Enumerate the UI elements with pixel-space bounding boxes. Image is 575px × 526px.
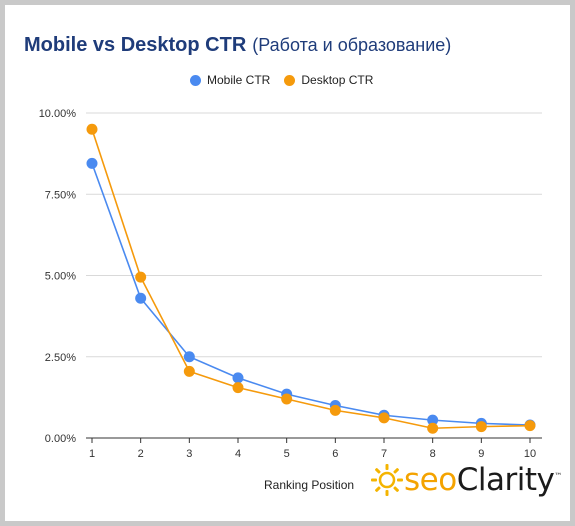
data-point-mobile-ctr [427,414,439,426]
data-point-desktop-ctr [183,365,195,377]
logo-wordmark: seoClarity™ [404,462,562,498]
x-tick-label: 3 [186,448,192,460]
data-point-mobile-ctr [232,372,244,384]
legend-item-mobile: Mobile CTR [190,73,270,87]
chart-legend: Mobile CTR Desktop CTR [190,73,387,87]
logo-clarity: Clarity [456,462,555,498]
x-tick-label: 4 [235,448,241,460]
data-point-desktop-ctr [232,382,244,394]
legend-label-desktop: Desktop CTR [301,73,374,87]
chart-title: Mobile vs Desktop CTR (Работа и образован… [24,34,451,57]
data-point-mobile-ctr [135,292,147,304]
data-point-mobile-ctr [183,351,195,363]
data-point-desktop-ctr [378,412,390,424]
chart-title-sub: (Работа и образование) [252,35,452,55]
y-tick-label: 7.50% [45,189,76,201]
legend-item-desktop: Desktop CTR [284,73,373,87]
sun-gear-icon [371,464,403,496]
data-point-desktop-ctr [427,422,439,434]
y-tick-label: 2.50% [45,352,76,364]
x-tick-label: 6 [332,448,338,460]
x-tick-label: 10 [524,448,536,460]
x-axis-label: Ranking Position [264,478,355,492]
y-tick-label: 5.00% [45,271,76,283]
data-point-desktop-ctr [86,123,98,135]
seoclarity-logo: seoClarity™ [370,462,562,498]
x-tick-label: 7 [381,448,387,460]
chart-title-main: Mobile vs Desktop CTR [24,34,247,56]
x-tick-label: 8 [430,448,436,460]
data-point-mobile-ctr [86,157,98,169]
data-point-desktop-ctr [329,404,341,416]
legend-label-mobile: Mobile CTR [207,73,271,87]
x-tick-label: 9 [478,448,484,460]
series-line-mobile-ctr [91,163,531,426]
y-tick-label: 0.00% [45,433,76,445]
data-point-desktop-ctr [524,420,536,432]
x-tick-label: 5 [284,448,290,460]
x-tick-label: 2 [138,448,144,460]
series-line-desktop-ctr [91,128,531,430]
logo-tm: ™ [554,471,562,481]
y-tick-label: 10.00% [39,108,77,120]
chart-frame [5,5,570,521]
data-point-desktop-ctr [281,393,293,405]
data-point-desktop-ctr [135,271,147,283]
logo-seo: seo [404,462,457,498]
legend-marker-mobile [190,74,201,86]
x-tick-label: 1 [89,448,95,460]
data-point-desktop-ctr [475,421,487,433]
legend-marker-desktop [284,74,296,86]
